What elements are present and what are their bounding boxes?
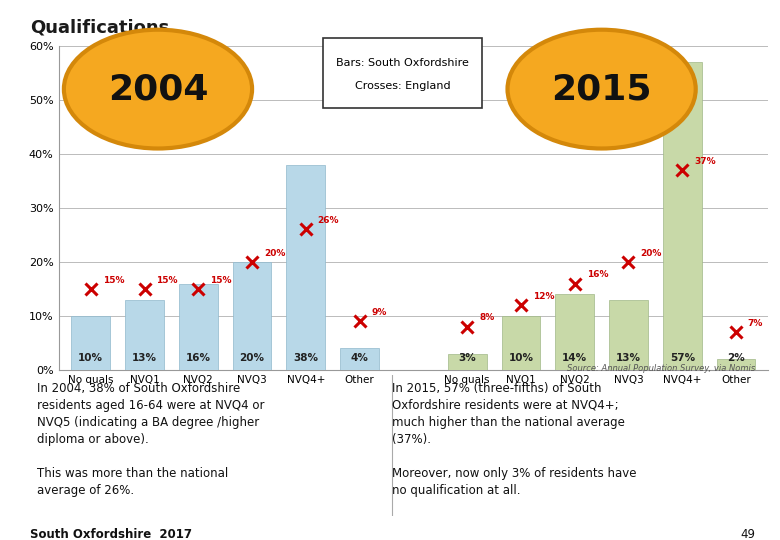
Text: Crosses: England: Crosses: England <box>355 81 451 91</box>
Text: 10%: 10% <box>509 353 534 363</box>
Bar <box>663 62 702 370</box>
Bar <box>609 300 648 370</box>
Text: In 2004, 38% of South Oxfordshire
residents aged 16-64 were at NVQ4 or
NVQ5 (ind: In 2004, 38% of South Oxfordshire reside… <box>37 382 265 497</box>
Text: 8%: 8% <box>479 313 495 322</box>
Bar <box>717 359 755 370</box>
Text: Source: Annual Population Survey, via Nomis: Source: Annual Population Survey, via No… <box>567 363 755 373</box>
Text: In 2015, 57% (three-fifths) of South
Oxfordshire residents were at NVQ4+;
much h: In 2015, 57% (three-fifths) of South Oxf… <box>392 382 636 497</box>
Text: 49: 49 <box>740 528 755 540</box>
Text: 4%: 4% <box>351 353 369 363</box>
Bar <box>555 294 594 370</box>
Text: 15%: 15% <box>103 275 124 285</box>
Text: 15%: 15% <box>156 275 178 285</box>
Text: 2004: 2004 <box>108 72 208 106</box>
Text: Qualifications: Qualifications <box>30 19 169 37</box>
Text: 2015: 2015 <box>551 72 652 106</box>
Bar <box>502 316 541 370</box>
Text: 20%: 20% <box>264 248 285 258</box>
Text: 7%: 7% <box>748 319 764 328</box>
Text: Bars: South Oxfordshire: Bars: South Oxfordshire <box>336 58 469 68</box>
Text: 10%: 10% <box>78 353 103 363</box>
Text: 13%: 13% <box>132 353 157 363</box>
Text: 20%: 20% <box>640 248 661 258</box>
Bar <box>340 348 379 370</box>
Text: 16%: 16% <box>186 353 211 363</box>
Text: 9%: 9% <box>371 308 387 317</box>
Bar <box>232 262 271 370</box>
Text: 2%: 2% <box>727 353 745 363</box>
Text: 37%: 37% <box>694 157 716 166</box>
Bar <box>72 316 110 370</box>
Text: 3%: 3% <box>459 353 476 363</box>
Text: 14%: 14% <box>562 353 587 363</box>
Text: 57%: 57% <box>670 353 695 363</box>
Text: 26%: 26% <box>317 216 339 225</box>
Text: 16%: 16% <box>587 270 608 279</box>
Text: 15%: 15% <box>210 275 232 285</box>
Bar <box>286 165 325 370</box>
Bar <box>448 354 487 370</box>
Text: 13%: 13% <box>616 353 641 363</box>
Text: 12%: 12% <box>533 292 555 301</box>
Text: 20%: 20% <box>239 353 264 363</box>
Bar <box>125 300 164 370</box>
Text: South Oxfordshire  2017: South Oxfordshire 2017 <box>30 528 192 540</box>
Bar <box>179 284 218 370</box>
Text: 38%: 38% <box>293 353 318 363</box>
